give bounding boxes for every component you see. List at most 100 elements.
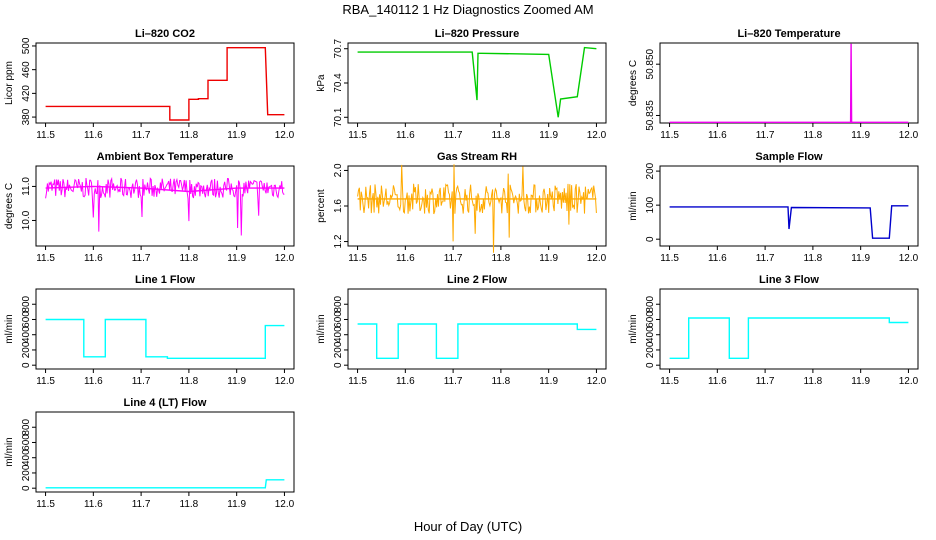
y-tick-label: 400 <box>21 326 32 343</box>
x-tick-label: 11.8 <box>492 376 511 387</box>
y-tick-label: 400 <box>333 326 344 343</box>
plot-frame <box>659 288 919 370</box>
series-line <box>669 43 909 124</box>
series-line <box>357 323 597 359</box>
x-tick-label: 12.0 <box>899 376 919 387</box>
x-tick-label: 11.7 <box>444 253 463 264</box>
x-tick-label: 11.5 <box>348 253 367 264</box>
plot-frame <box>347 288 607 370</box>
y-tick-label: 800 <box>645 295 656 312</box>
x-tick-label: 11.9 <box>539 130 558 141</box>
y-tick-label: 70.1 <box>333 107 344 127</box>
y-axis-label: percent <box>316 189 327 223</box>
plot-frame <box>35 411 295 493</box>
y-axis-label: ml/min <box>316 314 327 343</box>
x-tick-label: 11.5 <box>36 376 55 387</box>
series-line <box>669 317 909 359</box>
x-tick-label: 11.9 <box>227 130 246 141</box>
y-tick-label: 10.0 <box>21 210 32 230</box>
x-tick-label: 11.8 <box>804 130 823 141</box>
x-tick-label: 11.7 <box>132 253 151 264</box>
y-tick-label: 380 <box>21 108 32 125</box>
x-tick-label: 11.5 <box>660 130 679 141</box>
x-tick-label: 11.6 <box>396 376 415 387</box>
panels: Li–820 CO2 Licor ppm 11.5 11.6 11.7 11.8 11.9 1… <box>4 28 919 510</box>
x-tick-label: 11.7 <box>132 376 151 387</box>
x-tick-label: 12.0 <box>275 253 295 264</box>
x-tick-label: 11.8 <box>180 130 199 141</box>
figure-xlabel: Hour of Day (UTC) <box>414 519 522 534</box>
y-tick-label: 600 <box>333 311 344 328</box>
series-noise <box>357 164 597 253</box>
y-tick-label: 400 <box>21 449 32 466</box>
x-tick-label: 12.0 <box>275 130 295 141</box>
series-line <box>45 318 285 359</box>
x-tick-label: 11.6 <box>708 253 727 264</box>
panel-title: Sample Flow <box>755 151 823 163</box>
panel-8: Line 2 Flow ml/min 11.5 11.6 11.7 11.8 11.9 12.… <box>316 274 607 387</box>
series-line <box>669 205 909 239</box>
y-tick-label: 800 <box>333 295 344 312</box>
y-tick-label: 70.7 <box>333 39 344 59</box>
y-axis-label: ml/min <box>4 314 15 343</box>
y-axis-label: ml/min <box>628 314 639 343</box>
x-tick-label: 11.5 <box>348 376 367 387</box>
x-tick-label: 12.0 <box>899 130 919 141</box>
series-noise <box>45 176 285 236</box>
x-tick-label: 11.5 <box>36 130 55 141</box>
x-tick-label: 11.9 <box>227 253 246 264</box>
x-tick-label: 11.6 <box>708 376 727 387</box>
panel-title: Ambient Box Temperature <box>97 151 234 163</box>
x-tick-label: 12.0 <box>275 499 295 510</box>
panel-6: Sample Flow ml/min 11.5 11.6 11.7 11.8 11.9 12.… <box>628 151 919 264</box>
y-tick-label: 50.835 <box>645 100 656 131</box>
x-tick-label: 11.7 <box>132 130 151 141</box>
x-tick-label: 11.6 <box>708 130 727 141</box>
panel-title: Line 4 (LT) Flow <box>124 397 207 409</box>
x-tick-label: 11.6 <box>396 253 415 264</box>
x-tick-label: 11.8 <box>492 130 511 141</box>
x-tick-label: 11.6 <box>396 130 415 141</box>
plot-frame <box>659 165 919 247</box>
y-tick-label: 70.4 <box>333 73 344 93</box>
x-tick-label: 11.9 <box>851 130 870 141</box>
x-tick-label: 12.0 <box>275 376 295 387</box>
x-tick-label: 11.9 <box>539 376 558 387</box>
x-tick-label: 11.8 <box>804 376 823 387</box>
x-tick-label: 11.6 <box>84 499 103 510</box>
panel-title: Line 2 Flow <box>447 274 507 286</box>
x-tick-label: 11.6 <box>84 130 103 141</box>
x-tick-label: 11.5 <box>36 499 55 510</box>
panel-5: Gas Stream RH percent 11.5 11.6 11.7 11.8 11.9… <box>316 151 607 264</box>
series-line <box>45 479 285 489</box>
series-line <box>45 47 285 121</box>
x-tick-label: 11.7 <box>444 376 463 387</box>
y-tick-label: 100 <box>645 196 656 213</box>
plot-frame <box>35 288 295 370</box>
panel-title: Li–820 Temperature <box>737 28 840 40</box>
plot-frame <box>35 165 295 247</box>
x-tick-label: 12.0 <box>899 253 919 264</box>
y-tick-label: 11.0 <box>21 177 32 196</box>
panel-title: Line 1 Flow <box>135 274 195 286</box>
y-tick-label: 200 <box>645 341 656 358</box>
x-tick-label: 11.5 <box>36 253 55 264</box>
y-tick-label: 600 <box>21 434 32 451</box>
x-tick-label: 11.8 <box>804 253 823 264</box>
x-tick-label: 11.7 <box>756 253 775 264</box>
x-tick-label: 11.8 <box>180 499 199 510</box>
panel-title: Gas Stream RH <box>437 151 517 163</box>
y-tick-label: 0 <box>333 362 344 368</box>
y-tick-label: 420 <box>21 85 32 102</box>
y-tick-label: 600 <box>645 311 656 328</box>
y-tick-label: 200 <box>21 464 32 481</box>
x-tick-label: 11.9 <box>227 376 246 387</box>
plot-frame <box>659 42 919 124</box>
y-tick-label: 0 <box>645 236 656 242</box>
y-tick-label: 200 <box>645 162 656 179</box>
y-axis-label: ml/min <box>4 437 15 466</box>
x-tick-label: 11.7 <box>444 130 463 141</box>
panel-title: Li–820 CO2 <box>135 28 195 40</box>
y-tick-label: 0 <box>21 485 32 491</box>
plot-frame <box>35 42 295 124</box>
